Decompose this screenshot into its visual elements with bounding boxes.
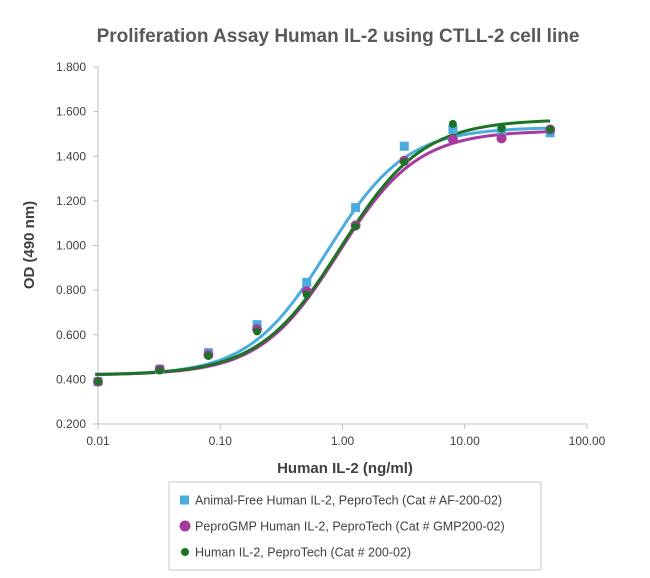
fit-curve	[95, 119, 551, 376]
data-point-circle	[400, 157, 409, 166]
legend-entry-label: Human IL-2, PeproTech (Cat # 200-02)	[195, 546, 411, 560]
y-tick-label: 1.600	[56, 105, 86, 119]
x-tick-label: 100.00	[569, 434, 606, 448]
data-point-circle	[204, 351, 213, 360]
legend-entry-label: Animal-Free Human IL-2, PeproTech (Cat #…	[195, 494, 502, 508]
x-tick-label: 10.00	[450, 434, 480, 448]
data-point-square	[448, 124, 458, 134]
data-point-circle	[253, 327, 262, 336]
data-point-circle	[94, 377, 102, 386]
x-axis-title: Human IL-2 (ng/ml)	[277, 460, 413, 477]
y-tick-label: 1.200	[56, 194, 86, 208]
fit-curves	[95, 119, 551, 377]
fit-curve	[95, 126, 551, 377]
y-tick-label: 0.400	[56, 372, 86, 386]
data-point-circle	[497, 124, 506, 133]
data-point-circle	[302, 290, 311, 299]
y-tick-label: 0.800	[56, 283, 86, 297]
data-point-circle	[155, 366, 164, 375]
data-point-circle	[546, 125, 555, 134]
data-point-circle	[448, 119, 457, 128]
data-points	[93, 119, 556, 387]
data-point-circle	[447, 134, 458, 145]
data-point-circle	[496, 133, 507, 144]
legend-marker	[179, 520, 191, 532]
y-tick-label: 1.800	[56, 60, 86, 74]
legend-marker	[180, 495, 189, 505]
data-point-circle	[351, 222, 360, 231]
legend-box	[168, 481, 542, 571]
data-point-square	[302, 277, 312, 287]
x-tick-label: 1.00	[331, 434, 355, 448]
legend: Animal-Free Human IL-2, PeproTech (Cat #…	[179, 494, 505, 560]
axes: 0.200 0.400 0.600 0.800 1.000 1.200 1.400 1.600…	[56, 60, 606, 448]
fit-curve	[95, 130, 551, 376]
y-tick-label: 1.400	[56, 149, 86, 163]
legend-marker	[181, 548, 189, 556]
data-point-square	[399, 141, 409, 151]
y-tick-label: 0.600	[56, 328, 86, 342]
y-tick-label: 0.200	[56, 417, 86, 431]
chart-title: Proliferation Assay Human IL-2 using CTL…	[97, 26, 580, 47]
data-point-square	[351, 203, 361, 213]
y-axis-title: OD (490 nm)	[21, 201, 38, 289]
x-tick-label: 0.10	[209, 434, 233, 448]
y-tick-label: 1.000	[56, 239, 86, 253]
x-tick-label: 0.01	[86, 434, 110, 448]
legend-entry-label: PeproGMP Human IL-2, PeproTech (Cat # GM…	[195, 520, 505, 534]
